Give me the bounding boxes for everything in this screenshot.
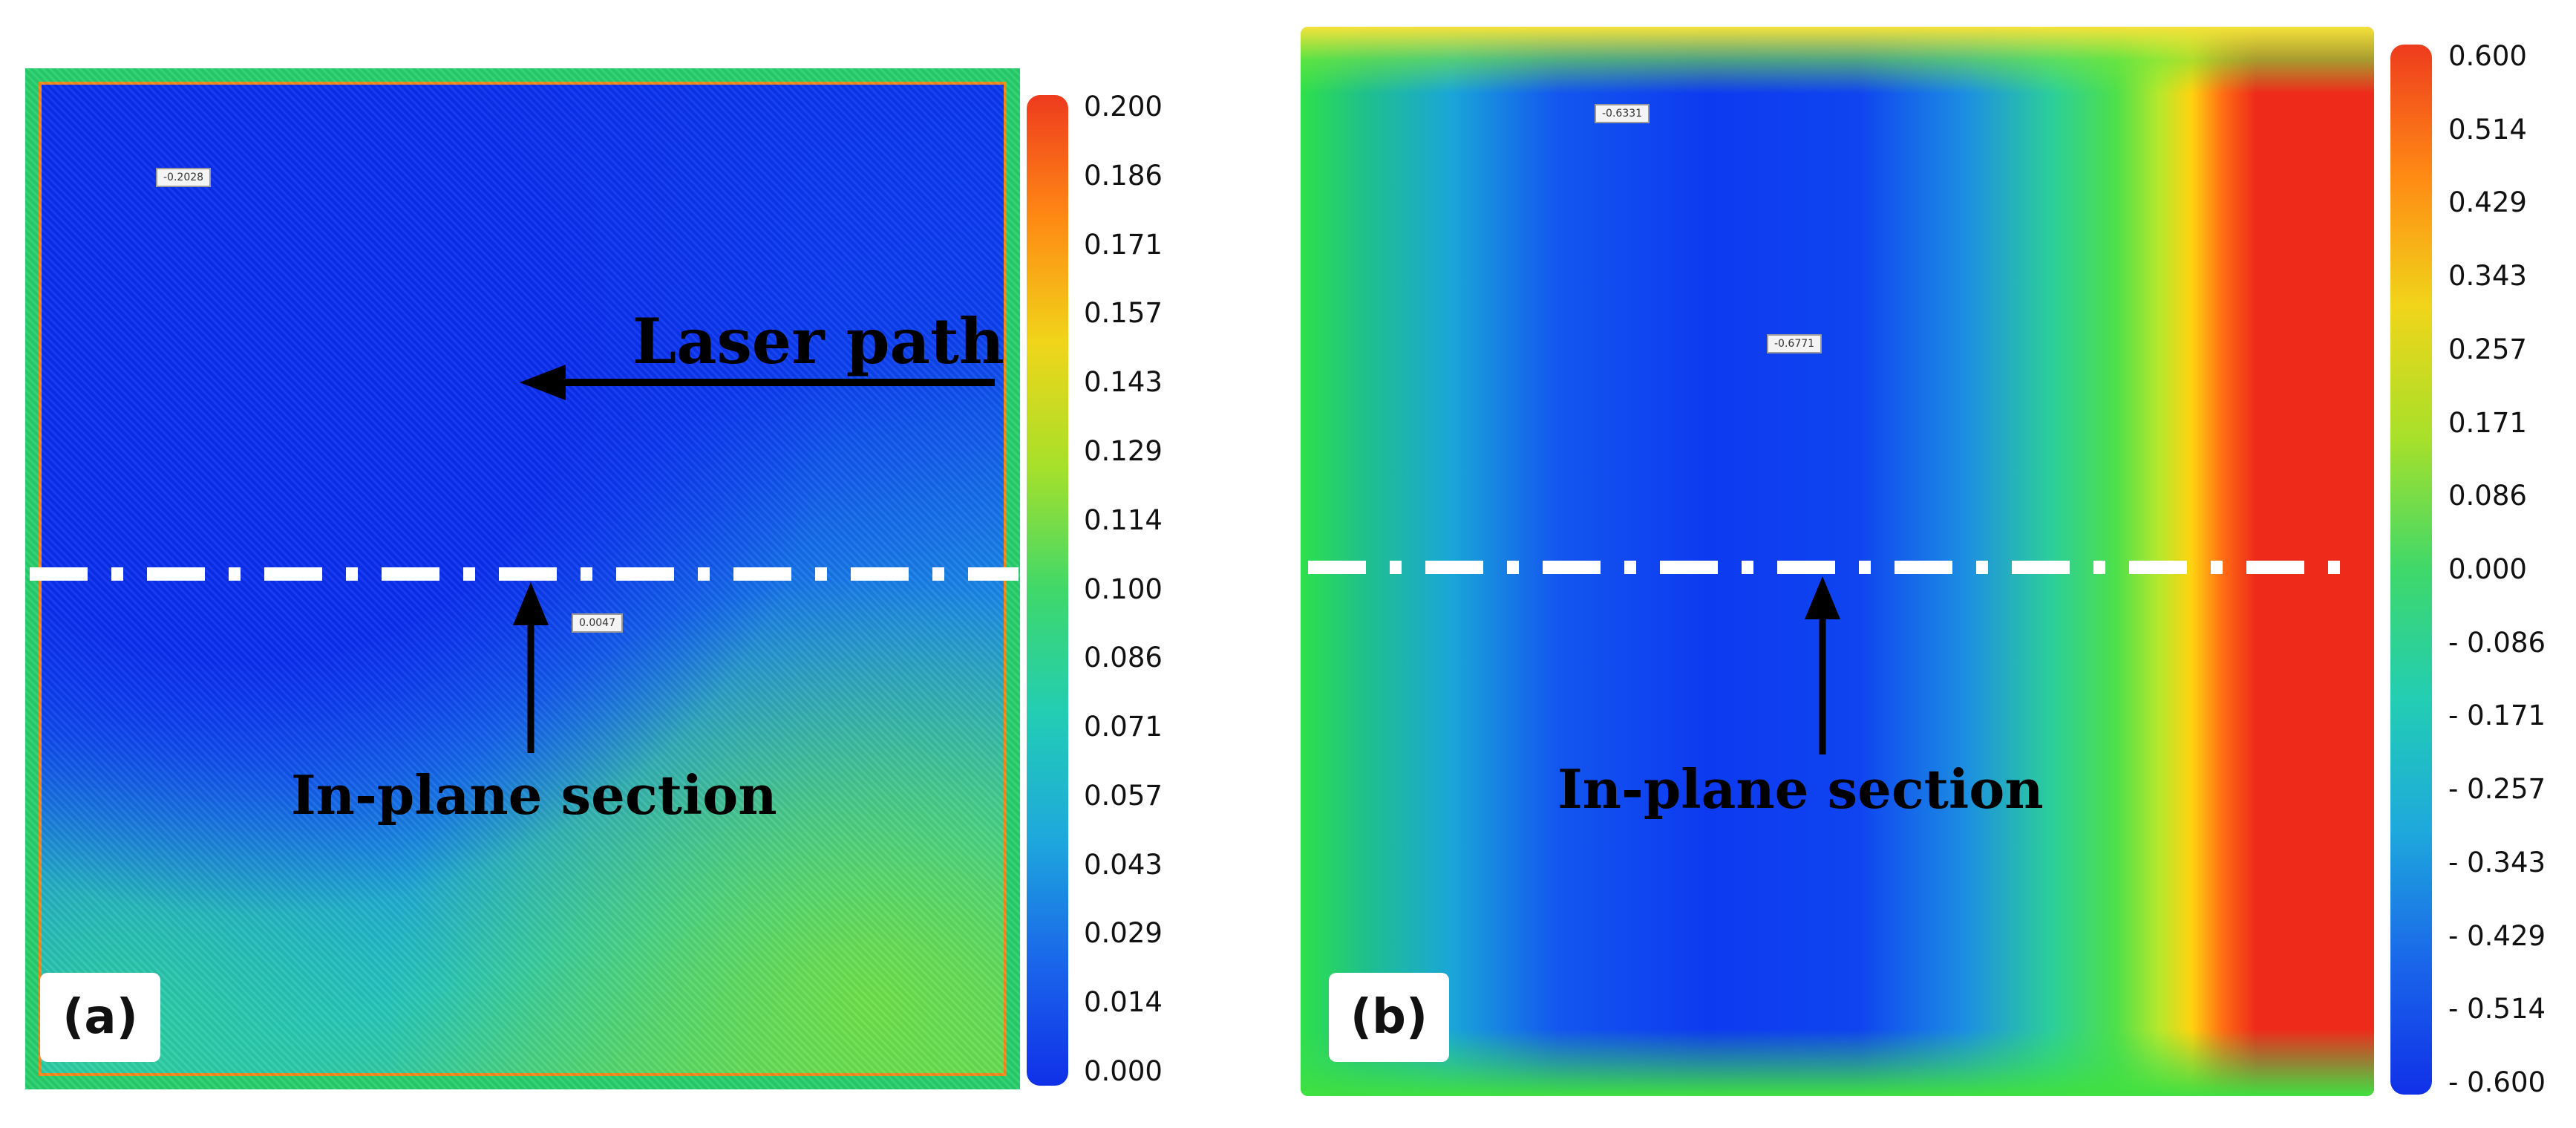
colorbar-a-gradient [1027,95,1068,1086]
section-line-a [30,567,1019,581]
colorbar-b-tick-label: - 0.600 [2448,1066,2546,1098]
colorbar-b [2390,45,2432,1095]
probe-value-a-bottom: 0.0047 [572,613,623,633]
colorbar-b-tick-label: 0.514 [2448,113,2527,146]
colorbar-a-tick-label: 0.129 [1084,434,1163,467]
colorbar-a-tick-label: 0.014 [1084,986,1163,1019]
colorbar-a-tick-label: 0.200 [1084,91,1163,123]
probe-value-a-top: -0.2028 [156,168,212,187]
probe-value-b-top: -0.6331 [1595,104,1650,123]
section-arrow-a [513,582,549,753]
colorbar-a-tick-label: 0.057 [1084,779,1163,812]
colorbar-a-tick-label: 0.186 [1084,159,1163,192]
colorbar-b-tick-label: 0.000 [2448,553,2527,585]
section-arrow-b [1805,576,1840,754]
colorbar-a-tick-label: 0.029 [1084,917,1163,950]
colorbar-a-tick-label: 0.157 [1084,297,1163,330]
colorbar-a-tick-label: 0.114 [1084,503,1163,536]
colorbar-b-tick-label: - 0.171 [2448,700,2546,732]
colorbar-b-tick-label: - 0.257 [2448,773,2546,806]
section-label-b: In-plane section [1557,757,2044,821]
colorbar-a-tick-label: 0.171 [1084,228,1163,261]
colorbar-b-tick-label: - 0.343 [2448,846,2546,878]
colorbar-a [1027,95,1068,1086]
colorbar-a-tick-label: 0.000 [1084,1055,1163,1087]
colorbar-b-tick-label: - 0.514 [2448,993,2546,1026]
panel-label-b: (b) [1329,973,1449,1062]
colorbar-b-tick-label: 0.429 [2448,186,2527,219]
colorbar-b-tick-label: 0.086 [2448,480,2527,512]
colorbar-a-tick-label: 0.071 [1084,711,1163,743]
section-label-a: In-plane section [291,763,777,827]
colorbar-b-gradient [2390,45,2432,1095]
colorbar-b-tick-label: 0.600 [2448,40,2527,72]
colorbar-b-tick-label: 0.257 [2448,333,2527,365]
colorbar-a-tick-label: 0.043 [1084,848,1163,881]
colorbar-b-tick-label: - 0.429 [2448,919,2546,952]
colorbar-b-tick-label: 0.171 [2448,406,2527,439]
laser-path-arrow [520,365,995,400]
colorbar-a-tick-label: 0.086 [1084,642,1163,674]
colorbar-a-tick-label: 0.143 [1084,366,1163,399]
probe-value-b-middle: -0.6771 [1767,334,1823,353]
colorbar-b-tick-label: - 0.086 [2448,626,2546,659]
section-line-b [1308,561,2340,574]
panel-label-a: (a) [40,973,160,1062]
laser-path-label: Laser path [632,304,1004,378]
colorbar-a-tick-label: 0.100 [1084,573,1163,605]
colorbar-b-tick-label: 0.343 [2448,260,2527,293]
